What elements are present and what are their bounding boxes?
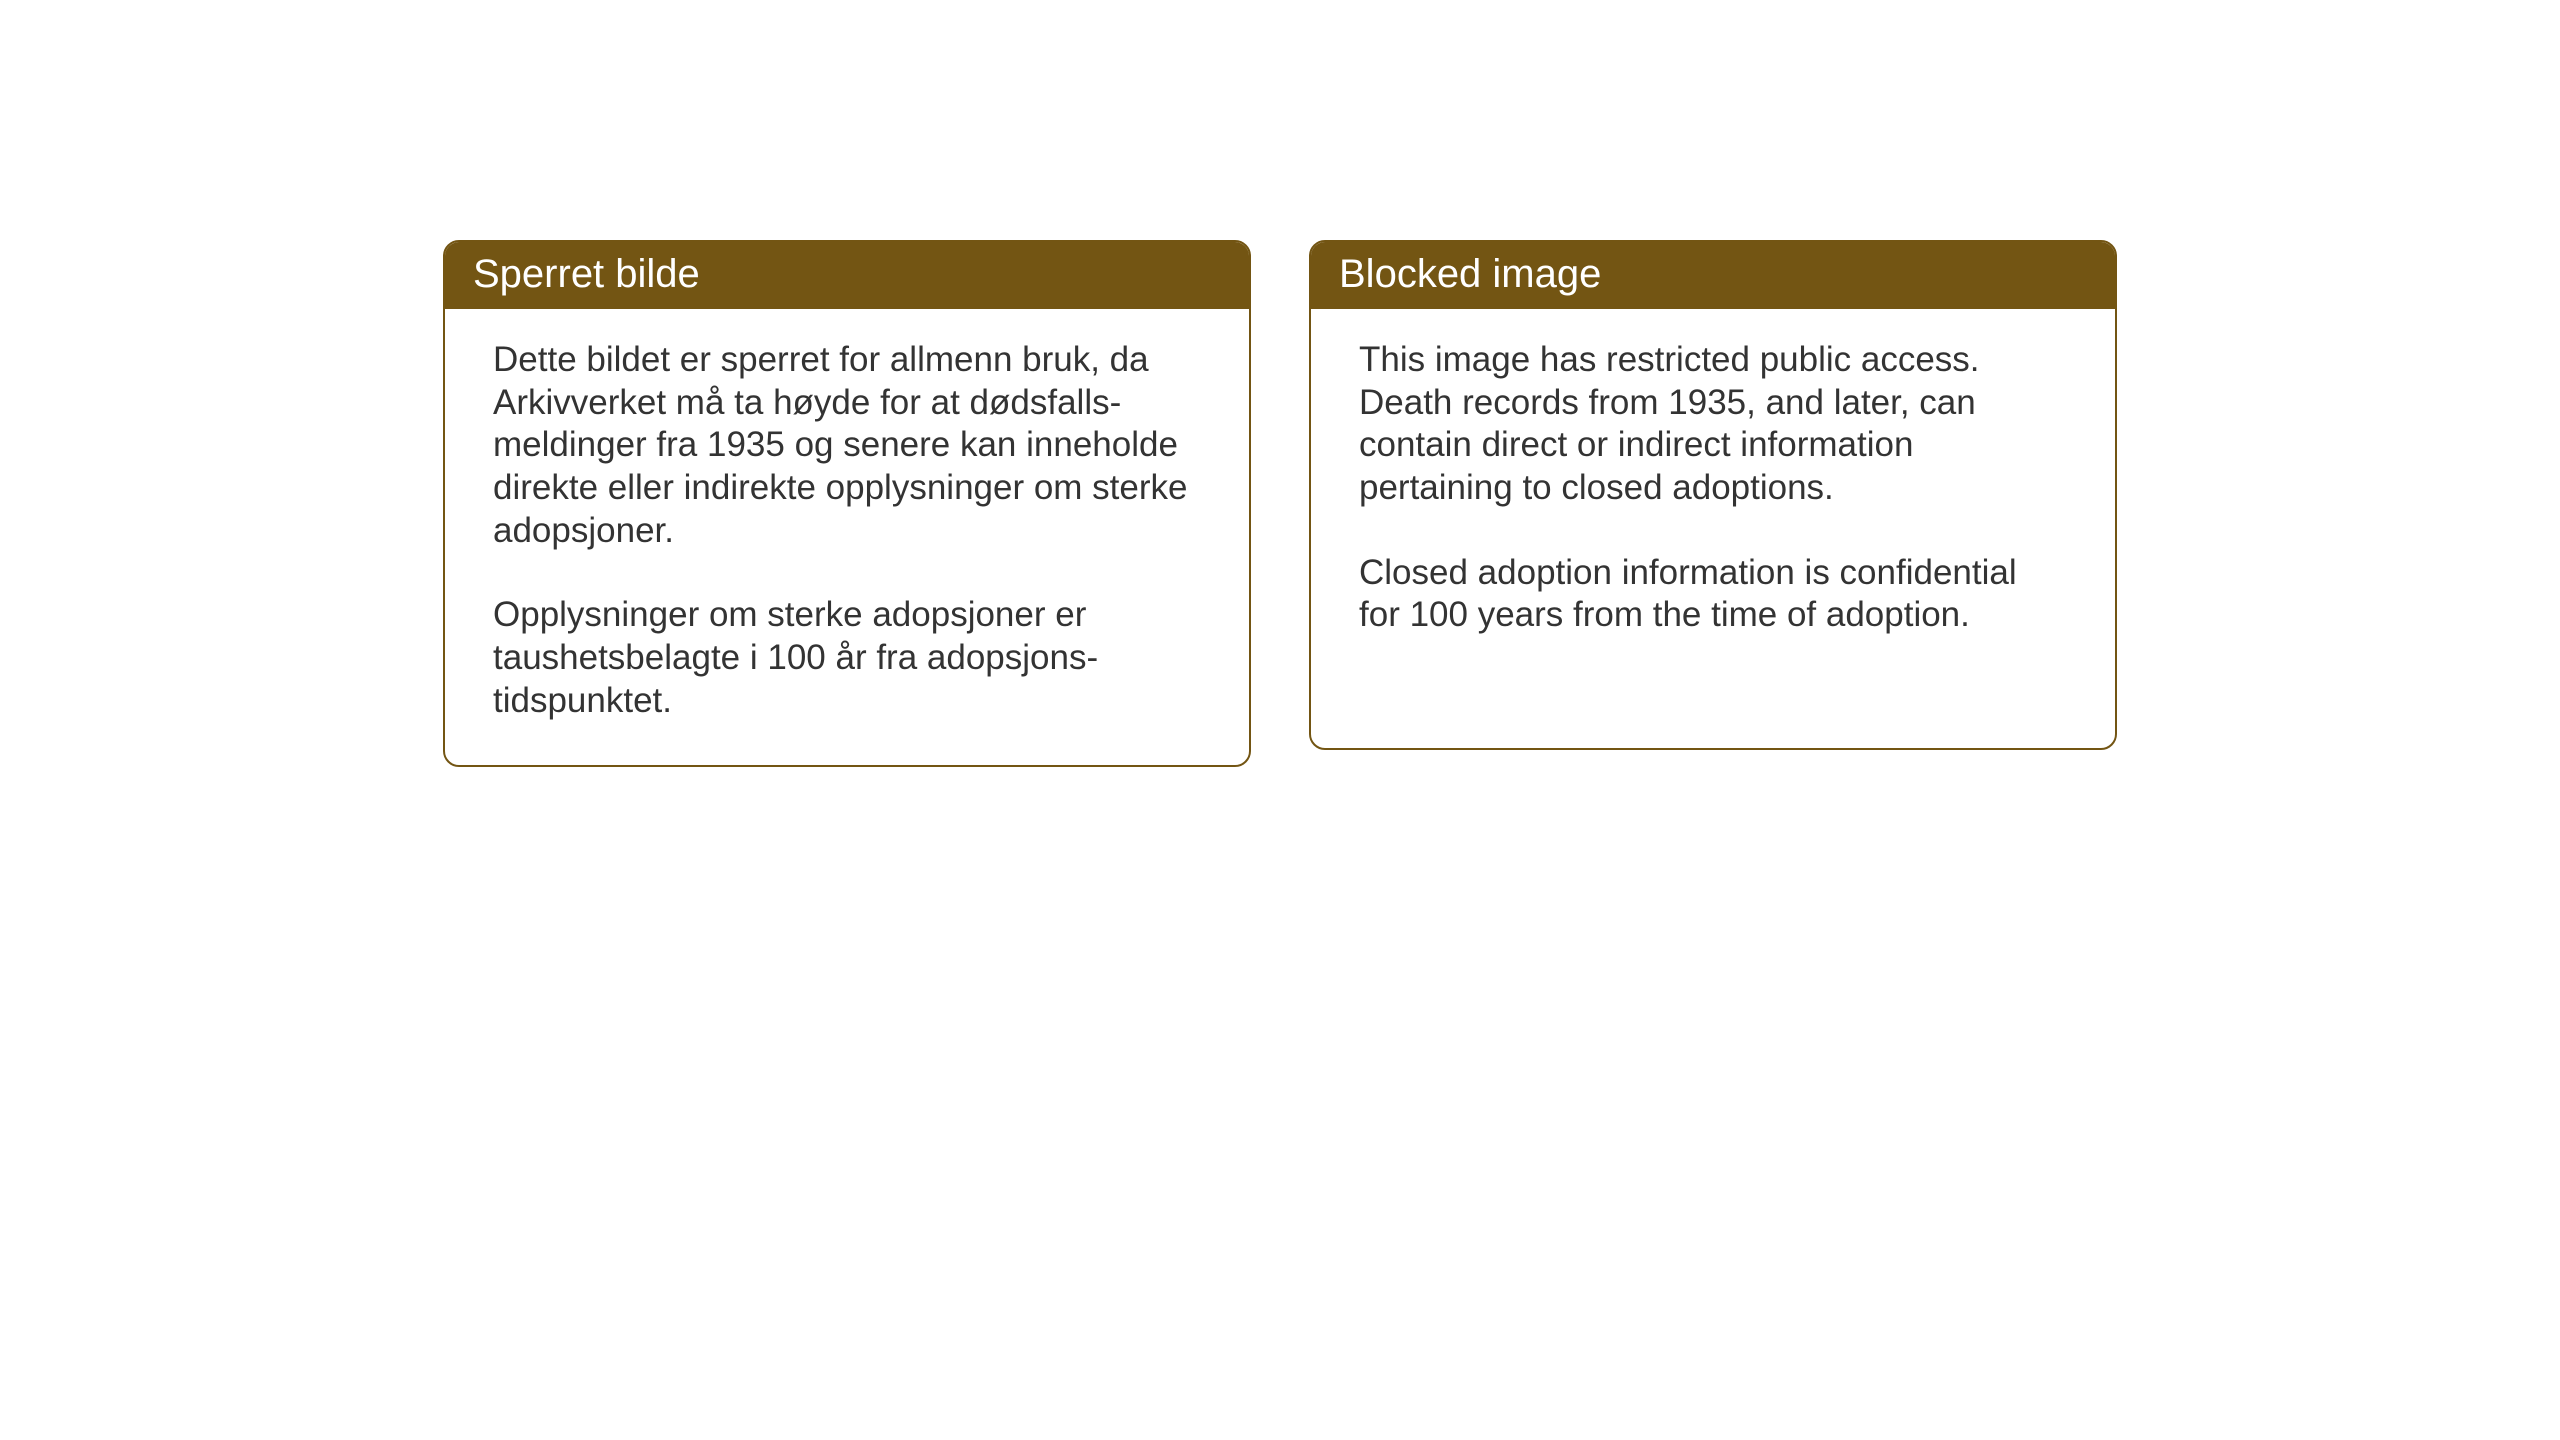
card-header-norwegian: Sperret bilde: [445, 242, 1249, 309]
card-body-english: This image has restricted public access.…: [1311, 309, 2115, 679]
card-title-norwegian: Sperret bilde: [473, 252, 700, 296]
notice-card-english: Blocked image This image has restricted …: [1309, 240, 2117, 750]
paragraph-1-norwegian: Dette bildet er sperret for allmenn bruk…: [493, 339, 1201, 552]
paragraph-2-english: Closed adoption information is confident…: [1359, 552, 2067, 637]
notice-container: Sperret bilde Dette bildet er sperret fo…: [443, 240, 2117, 767]
card-title-english: Blocked image: [1339, 252, 1601, 296]
notice-card-norwegian: Sperret bilde Dette bildet er sperret fo…: [443, 240, 1251, 767]
card-header-english: Blocked image: [1311, 242, 2115, 309]
paragraph-2-norwegian: Opplysninger om sterke adopsjoner er tau…: [493, 594, 1201, 722]
card-body-norwegian: Dette bildet er sperret for allmenn bruk…: [445, 309, 1249, 765]
paragraph-1-english: This image has restricted public access.…: [1359, 339, 2067, 510]
